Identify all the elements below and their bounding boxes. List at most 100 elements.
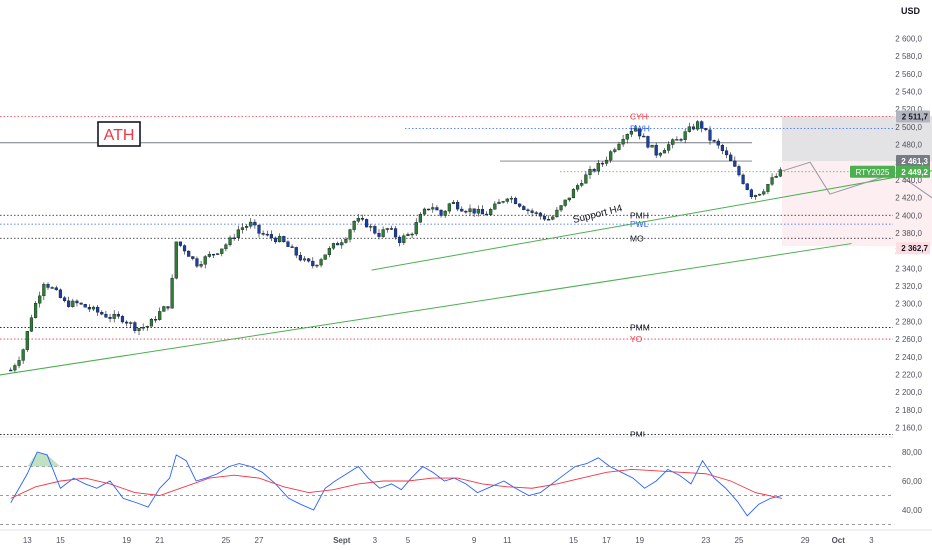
candle[interactable] — [21, 348, 25, 364]
candle[interactable] — [435, 205, 439, 211]
candle[interactable] — [83, 303, 87, 308]
candle[interactable] — [695, 120, 700, 131]
candle[interactable] — [228, 235, 232, 247]
candle[interactable] — [153, 316, 158, 323]
candle[interactable] — [762, 188, 766, 196]
candle[interactable] — [158, 307, 162, 321]
candle[interactable] — [145, 325, 149, 331]
candle[interactable] — [137, 327, 141, 336]
candle[interactable] — [476, 205, 480, 217]
candle[interactable] — [17, 356, 21, 369]
candle[interactable] — [149, 318, 154, 327]
candle[interactable] — [294, 246, 298, 259]
candle[interactable] — [406, 232, 410, 237]
candle[interactable] — [75, 299, 79, 307]
candle[interactable] — [402, 233, 406, 246]
candle[interactable] — [538, 211, 542, 220]
candle[interactable] — [25, 330, 29, 352]
candle[interactable] — [633, 124, 638, 132]
candle[interactable] — [393, 226, 398, 240]
candle[interactable] — [112, 310, 116, 323]
candle[interactable] — [13, 363, 17, 373]
candle[interactable] — [530, 208, 534, 217]
candle[interactable] — [675, 136, 679, 141]
candle[interactable] — [323, 254, 327, 260]
candle[interactable] — [733, 156, 737, 167]
candle[interactable] — [327, 246, 331, 258]
candle[interactable] — [29, 314, 34, 333]
candle[interactable] — [418, 212, 422, 223]
candle[interactable] — [691, 123, 696, 131]
candle[interactable] — [220, 248, 224, 257]
candle[interactable] — [269, 230, 274, 242]
candle[interactable] — [356, 214, 360, 223]
candle[interactable] — [758, 193, 762, 196]
candle[interactable] — [729, 152, 733, 162]
candle[interactable] — [50, 286, 54, 289]
candle[interactable] — [592, 167, 596, 173]
candle[interactable] — [534, 211, 538, 217]
candle[interactable] — [336, 241, 340, 246]
candle[interactable] — [555, 206, 559, 218]
candle[interactable] — [331, 242, 336, 250]
candle[interactable] — [170, 274, 174, 309]
candle[interactable] — [472, 208, 476, 217]
candle[interactable] — [687, 122, 691, 133]
candle[interactable] — [609, 150, 613, 163]
candle[interactable] — [580, 179, 584, 188]
candle[interactable] — [654, 142, 658, 158]
candle[interactable] — [87, 304, 91, 312]
rsi-panel[interactable] — [0, 436, 893, 525]
candle[interactable] — [741, 173, 745, 185]
candle[interactable] — [443, 210, 447, 218]
candle[interactable] — [54, 285, 58, 291]
candle[interactable] — [683, 129, 687, 144]
candle[interactable] — [162, 305, 166, 312]
candle[interactable] — [766, 183, 770, 195]
candle[interactable] — [431, 203, 435, 213]
candle[interactable] — [468, 204, 472, 216]
candle[interactable] — [584, 171, 588, 184]
candle[interactable] — [451, 200, 456, 205]
candle[interactable] — [617, 141, 621, 151]
candle[interactable] — [737, 164, 741, 177]
candle[interactable] — [302, 256, 307, 262]
candle[interactable] — [667, 141, 671, 154]
candle[interactable] — [240, 223, 245, 234]
candle[interactable] — [195, 256, 199, 268]
candle[interactable] — [575, 183, 580, 192]
candle[interactable] — [211, 253, 216, 259]
candle[interactable] — [261, 230, 265, 236]
candle[interactable] — [646, 135, 650, 149]
candle[interactable] — [249, 218, 253, 229]
candle[interactable] — [33, 301, 38, 319]
candle[interactable] — [108, 313, 112, 323]
candle[interactable] — [298, 251, 302, 262]
ath-label[interactable]: ATH — [97, 121, 141, 147]
candle[interactable] — [116, 311, 120, 319]
candle[interactable] — [447, 202, 451, 214]
candle[interactable] — [513, 196, 518, 205]
candle[interactable] — [753, 194, 758, 200]
candle[interactable] — [42, 282, 46, 301]
candle[interactable] — [9, 367, 13, 372]
candle[interactable] — [571, 187, 576, 199]
candle[interactable] — [480, 205, 485, 215]
candle[interactable] — [497, 198, 501, 205]
time-axis[interactable]: 131519212527Sept35911151719232529Oct3791… — [0, 529, 932, 545]
candle[interactable] — [439, 209, 443, 218]
candle[interactable] — [352, 220, 356, 233]
candle[interactable] — [79, 302, 83, 306]
candle[interactable] — [381, 226, 385, 238]
candle[interactable] — [567, 197, 571, 202]
candle[interactable] — [187, 250, 191, 257]
candle[interactable] — [373, 224, 377, 235]
candle[interactable] — [770, 173, 774, 187]
candle[interactable] — [526, 208, 530, 215]
candle[interactable] — [236, 225, 240, 241]
candle[interactable] — [600, 161, 605, 167]
rsi-line[interactable] — [10, 451, 783, 517]
candle[interactable] — [563, 199, 567, 208]
candle[interactable] — [642, 133, 646, 138]
candle[interactable] — [749, 188, 753, 199]
